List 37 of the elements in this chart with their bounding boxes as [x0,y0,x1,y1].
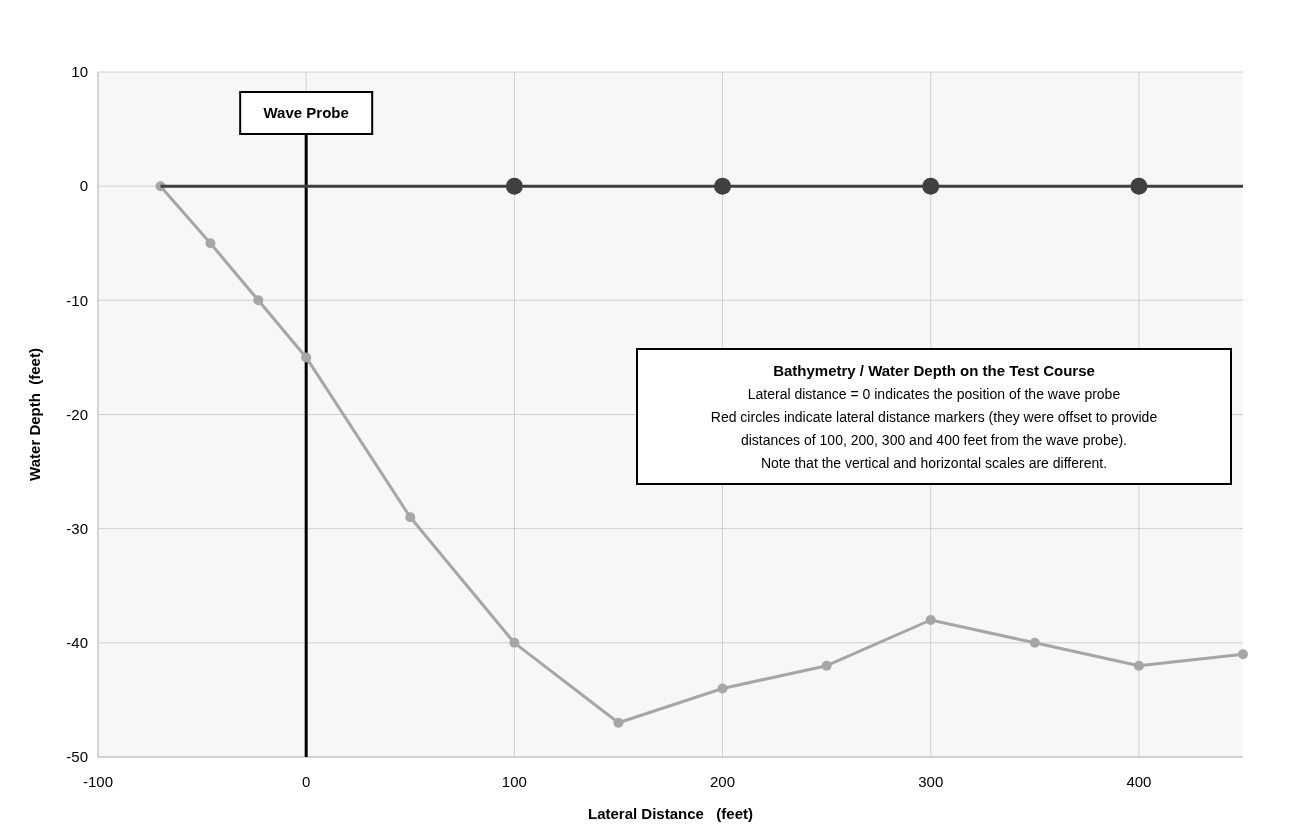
point [1029,637,1040,648]
x-tick-label: 200 [710,773,736,790]
y-tick-label: -30 [66,519,88,537]
point [821,660,832,671]
annotation: Bathymetry / Water Depth on the Test Course [773,362,1095,380]
ref-line-label: Wave Probe [263,104,349,122]
annotation: Lateral distance = 0 indicates the position of the wave probe [747,385,1121,402]
point [405,512,416,523]
y-tick-label: -40 [66,634,88,652]
point [925,615,936,625]
point [714,177,732,195]
y-axis-title: Water Depth (feet) [26,348,43,481]
annotation: distances of 100, 200, 300 and 400 feet from the wave probe). [740,431,1128,448]
point [613,717,624,728]
y-tick-label: -20 [66,405,88,423]
annotation: Note that the vertical and horizontal scales are different. [760,454,1108,471]
y-tick-label: -10 [66,291,88,309]
point [505,177,523,195]
x-tick-label: 300 [918,773,944,790]
point [1130,177,1148,195]
y-tick-label: -50 [66,748,88,766]
x-axis-title: Lateral Distance (feet) [587,805,754,822]
point [509,637,520,648]
point [717,683,728,694]
x-tick-label: 0 [302,773,311,790]
point [1238,649,1248,660]
point [1133,660,1144,671]
point [301,352,312,363]
y-tick-label: 0 [79,177,88,195]
point [253,295,264,306]
point [205,238,216,249]
x-tick-label: 400 [1126,773,1152,790]
x-tick-label: -100 [82,773,114,790]
point [922,177,940,195]
y-tick-label: 10 [71,63,88,81]
x-tick-label: 100 [501,773,527,790]
annotation: Red circles indicate lateral distance markers (they were offset to provide [710,408,1158,425]
